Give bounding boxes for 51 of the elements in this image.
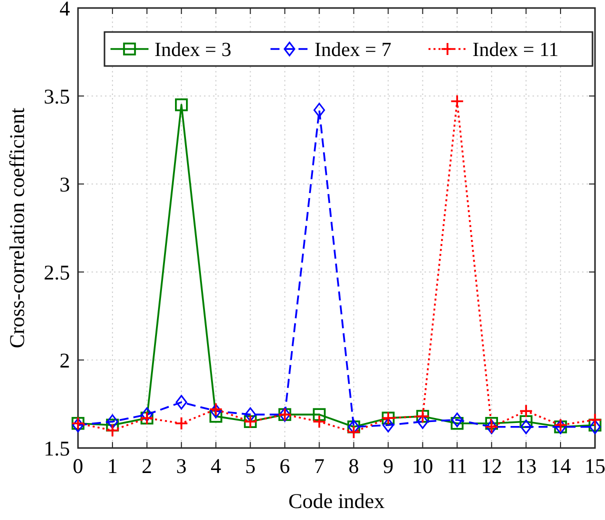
point	[451, 412, 463, 428]
point	[588, 418, 602, 432]
point	[312, 414, 326, 428]
point	[174, 416, 188, 430]
x-tick-label: 5	[245, 454, 256, 478]
point	[209, 410, 222, 423]
point	[416, 414, 428, 429]
legend-label: Index = 7	[314, 39, 392, 61]
point	[106, 414, 118, 429]
point	[519, 404, 533, 418]
x-tick-label: 9	[382, 454, 394, 478]
point	[382, 418, 394, 432]
x-tick-label: 4	[210, 454, 222, 478]
point	[175, 98, 188, 112]
x-axis-title: Code index	[288, 489, 386, 513]
y-tick-label: 4	[60, 0, 70, 20]
point	[176, 394, 188, 410]
point	[520, 415, 532, 428]
x-tick-label: 11	[447, 454, 468, 478]
x-tick-label: 15	[584, 454, 605, 478]
legend-label: Index = 11	[472, 39, 559, 61]
x-tick-label: 8	[348, 454, 359, 478]
x-tick-label: 3	[176, 454, 187, 478]
y-tick-label: 2	[60, 348, 70, 372]
x-tick-label: 1	[107, 454, 118, 478]
y-axis-title: Cross-correlation coefficient	[5, 108, 29, 348]
y-tick-label: 3.5	[44, 84, 70, 108]
point	[312, 408, 326, 421]
x-tick-label: 10	[412, 454, 434, 478]
point	[141, 407, 153, 422]
point	[588, 412, 602, 427]
x-tick-label: 6	[280, 454, 290, 478]
x-tick-label: 0	[72, 454, 84, 478]
legend-label: Index = 3	[154, 39, 232, 61]
x-tick-label: 13	[516, 454, 537, 478]
point	[106, 424, 120, 438]
y-tick-label: 3	[60, 172, 70, 196]
y-tick-label: 2.5	[44, 260, 70, 284]
x-tick-label: 14	[550, 454, 572, 478]
x-tick-label: 12	[481, 454, 502, 478]
point	[314, 102, 326, 118]
point	[589, 420, 601, 434]
point	[450, 416, 464, 430]
point	[346, 425, 361, 440]
point	[244, 407, 256, 422]
x-tick-label: 7	[314, 454, 325, 478]
point	[520, 420, 532, 434]
point	[485, 416, 498, 430]
y-tick-label: 1.5	[44, 436, 70, 460]
point	[450, 94, 464, 108]
x-tick-label: 2	[142, 454, 152, 478]
